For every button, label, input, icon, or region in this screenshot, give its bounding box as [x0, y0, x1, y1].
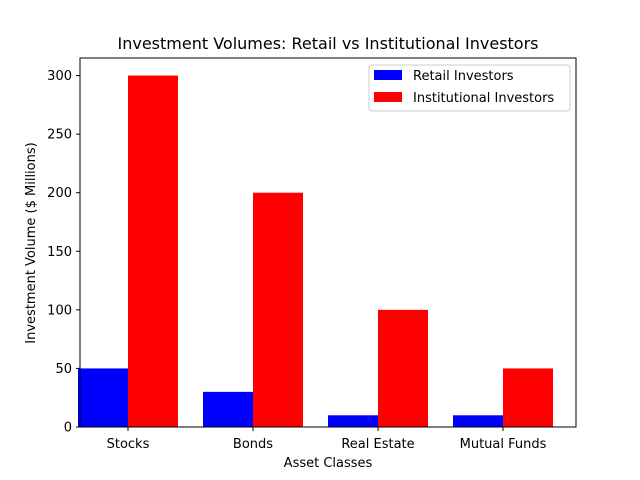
legend-box [368, 64, 571, 112]
x-tick-label-bonds: Bonds [233, 437, 273, 452]
bar-institutional-investors-mutual-funds [503, 368, 553, 427]
bar-retail-investors-real-estate [328, 415, 378, 427]
y-tick-label: 150 [47, 245, 72, 260]
legend-label-retail: Retail Investors [413, 69, 514, 84]
bar-retail-investors-mutual-funds [453, 415, 503, 427]
x-tick-label-stocks: Stocks [107, 437, 150, 452]
bars-layer [78, 75, 553, 428]
legend-swatch-retail [374, 70, 402, 80]
y-ticks: 0 50 100 150 200 250 300 [47, 69, 80, 436]
y-tick-label: 250 [47, 128, 72, 143]
legend: Retail Investors Institutional Investors [368, 64, 571, 112]
legend-label-institutional: Institutional Investors [413, 91, 554, 106]
y-tick-label: 0 [64, 421, 72, 436]
y-axis-label: Investment Volume ($ Millions) [24, 142, 39, 343]
y-tick-label: 100 [47, 303, 72, 318]
bar-retail-investors-bonds [203, 391, 253, 427]
bar-retail-investors-stocks [78, 368, 128, 427]
bar-institutional-investors-bonds [253, 192, 303, 427]
x-tick-label-real-estate: Real Estate [341, 437, 414, 452]
plot-frame [79, 57, 577, 428]
bar-institutional-investors-real-estate [378, 309, 428, 427]
x-tick-label-mutual-funds: Mutual Funds [460, 437, 547, 452]
bar-institutional-investors-stocks [128, 75, 178, 428]
y-tick-label: 300 [47, 69, 72, 84]
y-tick-label: 50 [55, 362, 72, 377]
x-ticks: Stocks Bonds Real Estate Mutual Funds [107, 427, 547, 452]
chart-title: Investment Volumes: Retail vs Institutio… [117, 34, 538, 53]
y-tick-label: 200 [47, 186, 72, 201]
x-axis-label: Asset Classes [284, 456, 373, 471]
legend-swatch-institutional [374, 92, 402, 102]
